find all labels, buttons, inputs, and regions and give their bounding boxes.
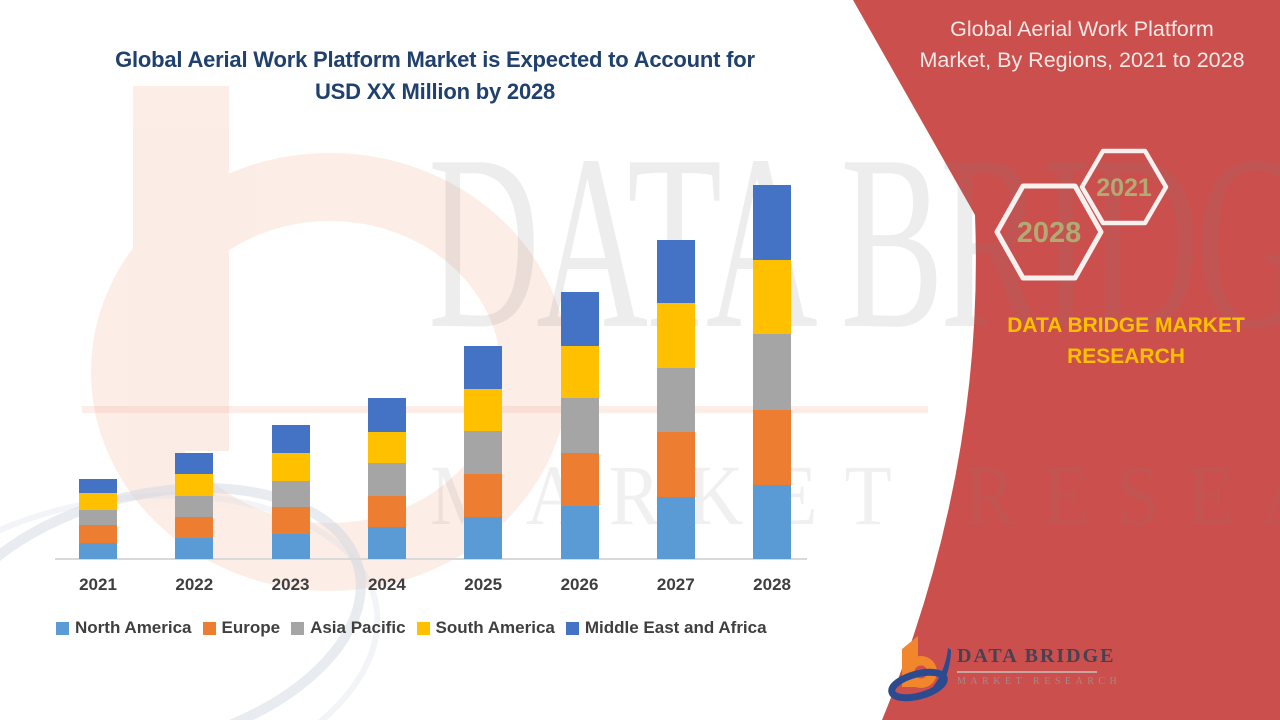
x-axis-label-2028: 2028 (753, 575, 791, 594)
legend-label: South America (435, 618, 555, 637)
bar-segment-middle-east-and-africa (753, 185, 792, 260)
bar-segment-south-america (175, 474, 214, 496)
bar-segment-south-america (367, 432, 406, 463)
bar-segment-asia-pacific (560, 398, 599, 453)
bar-2021 (79, 479, 117, 559)
bar-2025 (464, 346, 503, 559)
pink-stripe-decoration (82, 406, 928, 413)
footer-brand-subtitle: MARKET RESEARCH (957, 676, 1122, 687)
side-panel-title-line1: Global Aerial Work Platform (950, 17, 1214, 41)
bar-segment-north-america (79, 543, 117, 559)
chart-title-line2: USD XX Million by 2028 (314, 79, 556, 104)
bar-segment-asia-pacific (367, 463, 406, 496)
legend-swatch (565, 621, 579, 635)
bar-segment-middle-east-and-africa (175, 453, 214, 474)
bar-segment-middle-east-and-africa (464, 346, 503, 389)
legend-swatch (202, 621, 216, 635)
bar-segment-north-america (464, 517, 503, 559)
bar-segment-asia-pacific (79, 510, 117, 525)
bar-2027 (656, 240, 695, 559)
x-axis-label-2023: 2023 (271, 575, 310, 594)
bar-segment-middle-east-and-africa (656, 240, 695, 303)
legend-label: Europe (221, 618, 281, 637)
bar-2026 (560, 292, 599, 559)
bar-segment-south-america (753, 260, 792, 334)
bar-segment-middle-east-and-africa (560, 292, 599, 346)
legend-item-south-america: South America (416, 618, 555, 638)
hexagon-2028: 2028 (994, 183, 1104, 281)
bar-segment-europe (753, 410, 792, 485)
logo-d-tail (928, 648, 951, 693)
bar-segment-europe (464, 474, 503, 517)
x-axis-label-2026: 2026 (560, 575, 599, 594)
bar-segment-south-america (79, 493, 117, 510)
bar-segment-europe (656, 432, 695, 497)
bar-segment-north-america (271, 534, 310, 559)
x-axis-line (55, 558, 807, 560)
bar-segment-asia-pacific (656, 368, 695, 432)
bar-segment-middle-east-and-africa (271, 425, 310, 453)
bar-segment-middle-east-and-africa (367, 398, 406, 432)
footer-brand: DATA BRIDGE MARKET RESEARCH (957, 645, 1122, 687)
bar-segment-asia-pacific (753, 334, 792, 410)
bar-segment-north-america (175, 538, 214, 559)
legend-item-north-america: North America (56, 618, 192, 638)
bar-segment-europe (367, 496, 406, 527)
legend-item-asia-pacific: Asia Pacific (291, 618, 406, 638)
hexagon-2021-label: 2021 (1096, 174, 1152, 202)
side-panel-title: Global Aerial Work Platform Market, By R… (893, 14, 1271, 76)
bar-segment-south-america (656, 303, 695, 368)
bar-segment-middle-east-and-africa (79, 479, 117, 493)
brand-text: DATA BRIDGE MARKET RESEARCH (1007, 314, 1245, 368)
bar-segment-north-america (367, 527, 406, 559)
bar-segment-south-america (464, 389, 503, 431)
bar-segment-asia-pacific (464, 431, 503, 474)
x-axis-label-2022: 2022 (175, 575, 214, 594)
hexagon-year-badges: 2021 2028 (994, 148, 1169, 281)
legend-label: Middle East and Africa (584, 618, 767, 637)
bar-segment-north-america (560, 506, 599, 559)
x-axis-label-2027: 2027 (656, 575, 695, 594)
bar-segment-europe (560, 453, 599, 506)
chart-title-line1: Global Aerial Work Platform Market is Ex… (115, 47, 755, 72)
bar-segment-asia-pacific (175, 496, 214, 517)
bar-segment-south-america (271, 453, 310, 481)
bar-2022 (175, 453, 214, 559)
legend-item-middle-east-and-africa: Middle East and Africa (565, 618, 767, 638)
bar-segment-europe (175, 517, 214, 538)
bar-segment-asia-pacific (271, 481, 310, 507)
bar-segment-europe (271, 507, 310, 534)
legend-label: Asia Pacific (310, 618, 406, 637)
bar-2028 (753, 185, 792, 559)
side-panel-title-line2: Market, By Regions, 2021 to 2028 (919, 48, 1245, 72)
chart-legend: North America Europe Asia Pacific South Ame… (56, 618, 767, 638)
bar-segment-north-america (656, 497, 695, 559)
bar-2024 (367, 398, 406, 559)
x-axis-label-2025: 2025 (464, 575, 503, 594)
data-bridge-logo (888, 636, 951, 702)
legend-swatch (291, 621, 305, 635)
hexagon-2021: 2021 (1079, 148, 1169, 226)
data-bridge-logo-watermark (91, 86, 569, 591)
footer-brand-name: DATA BRIDGE (957, 645, 1114, 673)
bar-segment-north-america (753, 485, 792, 559)
bar-2023 (271, 425, 310, 559)
bar-segment-south-america (560, 346, 599, 398)
red-side-panel (853, 0, 1280, 720)
legend-swatch (56, 621, 69, 635)
legend-label: North America (75, 618, 192, 637)
hexagon-2028-label: 2028 (1017, 217, 1082, 249)
chart-title: Global Aerial Work Platform Market is Ex… (85, 44, 785, 108)
legend-swatch (416, 621, 430, 635)
x-axis-label-2021: 2021 (79, 575, 117, 594)
bar-segment-europe (79, 525, 117, 543)
legend-item-europe: Europe (202, 618, 281, 638)
x-axis-label-2024: 2024 (367, 575, 406, 594)
